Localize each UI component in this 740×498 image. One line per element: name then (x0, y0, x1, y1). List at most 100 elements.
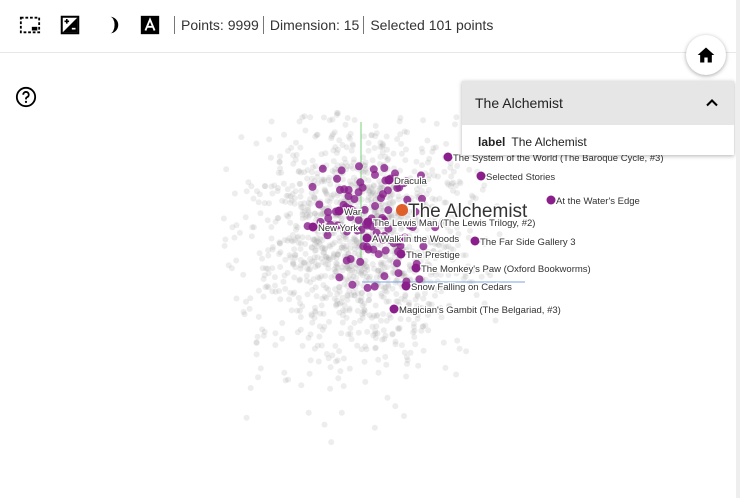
background-point (435, 173, 441, 180)
background-point (372, 335, 379, 341)
background-point (334, 300, 341, 307)
background-point (285, 213, 292, 220)
background-point (346, 305, 353, 312)
background-point (354, 205, 361, 212)
background-point (402, 293, 409, 300)
background-point (394, 136, 401, 143)
select-rectangle-icon[interactable] (19, 14, 41, 36)
background-point (286, 235, 293, 242)
help-icon[interactable] (15, 86, 37, 108)
background-point (360, 154, 367, 161)
background-point (414, 217, 421, 224)
background-point (263, 265, 269, 272)
background-point (314, 342, 321, 349)
background-point (378, 184, 385, 191)
background-point (272, 218, 279, 225)
label-toggle-icon[interactable] (139, 14, 161, 36)
background-point (420, 347, 427, 354)
selected-point (308, 182, 317, 191)
background-point (297, 326, 304, 333)
background-point (325, 254, 332, 261)
background-point (336, 137, 343, 144)
background-point (451, 213, 458, 220)
night-mode-icon[interactable] (59, 14, 81, 36)
background-point (357, 317, 363, 324)
embedding-scatter-plot[interactable]: The System of the World (The Baroque Cyc… (0, 52, 740, 498)
background-point (375, 209, 381, 216)
background-point (343, 264, 350, 271)
background-point (447, 183, 454, 190)
background-point (327, 364, 334, 371)
background-point (274, 185, 281, 191)
background-point (301, 159, 308, 166)
background-point (288, 307, 295, 314)
background-point (371, 265, 378, 272)
background-point (342, 121, 349, 128)
background-point (366, 292, 373, 298)
background-point (296, 168, 302, 174)
background-point (341, 155, 348, 162)
background-point (421, 252, 428, 259)
background-point (349, 141, 356, 148)
background-point (395, 193, 402, 200)
panel-header[interactable]: The Alchemist (462, 81, 734, 125)
home-button[interactable] (686, 35, 726, 75)
background-point (406, 299, 413, 306)
contrast-icon[interactable] (99, 14, 121, 36)
background-point (282, 285, 289, 292)
background-point (279, 197, 286, 204)
background-point (334, 297, 340, 304)
background-point (313, 243, 320, 250)
background-point (339, 142, 346, 148)
background-point (307, 357, 314, 364)
background-point (312, 247, 319, 254)
background-point (248, 183, 255, 190)
background-point (322, 187, 328, 194)
background-point (369, 261, 376, 268)
background-point (372, 328, 379, 335)
selected-point (342, 227, 351, 236)
background-point (496, 231, 503, 238)
background-point (429, 167, 436, 173)
background-point (366, 188, 373, 195)
background-point (383, 133, 390, 140)
background-point (397, 131, 404, 138)
background-point (419, 162, 425, 169)
background-point (269, 265, 276, 272)
background-point (335, 375, 342, 382)
background-point (293, 151, 300, 158)
background-point (277, 240, 283, 247)
background-point (406, 243, 413, 250)
background-point (454, 163, 461, 169)
background-point (469, 267, 476, 274)
background-point (285, 376, 292, 383)
background-point (231, 234, 238, 241)
background-point (369, 314, 375, 321)
background-point (361, 358, 368, 365)
background-point (375, 267, 382, 274)
background-point (426, 301, 433, 308)
background-point (361, 265, 368, 272)
background-point (406, 261, 413, 268)
chevron-up-icon[interactable] (702, 93, 722, 113)
background-point (377, 144, 384, 150)
background-point (420, 295, 427, 302)
background-point (467, 227, 473, 234)
background-point (366, 189, 373, 196)
background-point (443, 243, 449, 250)
background-point (260, 293, 267, 300)
background-point (422, 276, 429, 283)
background-point (354, 307, 361, 314)
background-point (253, 351, 260, 358)
background-point (311, 247, 318, 254)
background-point (247, 385, 254, 391)
background-point (307, 211, 314, 218)
background-point (299, 303, 306, 310)
background-point (296, 277, 303, 284)
point-label: The Prestige (406, 250, 460, 261)
background-point (393, 298, 400, 305)
background-point (394, 298, 401, 305)
background-point (462, 252, 469, 259)
background-point (445, 181, 452, 188)
background-point (288, 197, 295, 204)
